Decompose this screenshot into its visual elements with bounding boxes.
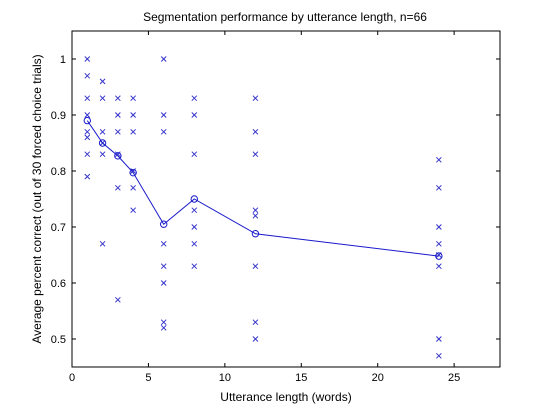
x-tick-label: 15 [295, 372, 307, 384]
x-tick-label: 10 [219, 372, 231, 384]
y-axis-label: Average percent correct (out of 30 force… [30, 54, 44, 343]
x-tick-label: 25 [448, 372, 460, 384]
chart-title: Segmentation performance by utterance le… [143, 10, 427, 24]
y-tick-label: 0.9 [51, 110, 66, 122]
y-tick-label: 1 [60, 54, 66, 66]
x-tick-label: 0 [69, 372, 75, 384]
y-tick-label: 0.8 [51, 166, 66, 178]
x-tick-label: 20 [372, 372, 384, 384]
plot-area [72, 31, 500, 367]
x-tick-label: 5 [145, 372, 151, 384]
y-tick-label: 0.6 [51, 278, 66, 290]
y-tick-label: 0.5 [51, 334, 66, 346]
y-tick-label: 0.7 [51, 222, 66, 234]
x-axis-label: Utterance length (words) [220, 390, 351, 404]
